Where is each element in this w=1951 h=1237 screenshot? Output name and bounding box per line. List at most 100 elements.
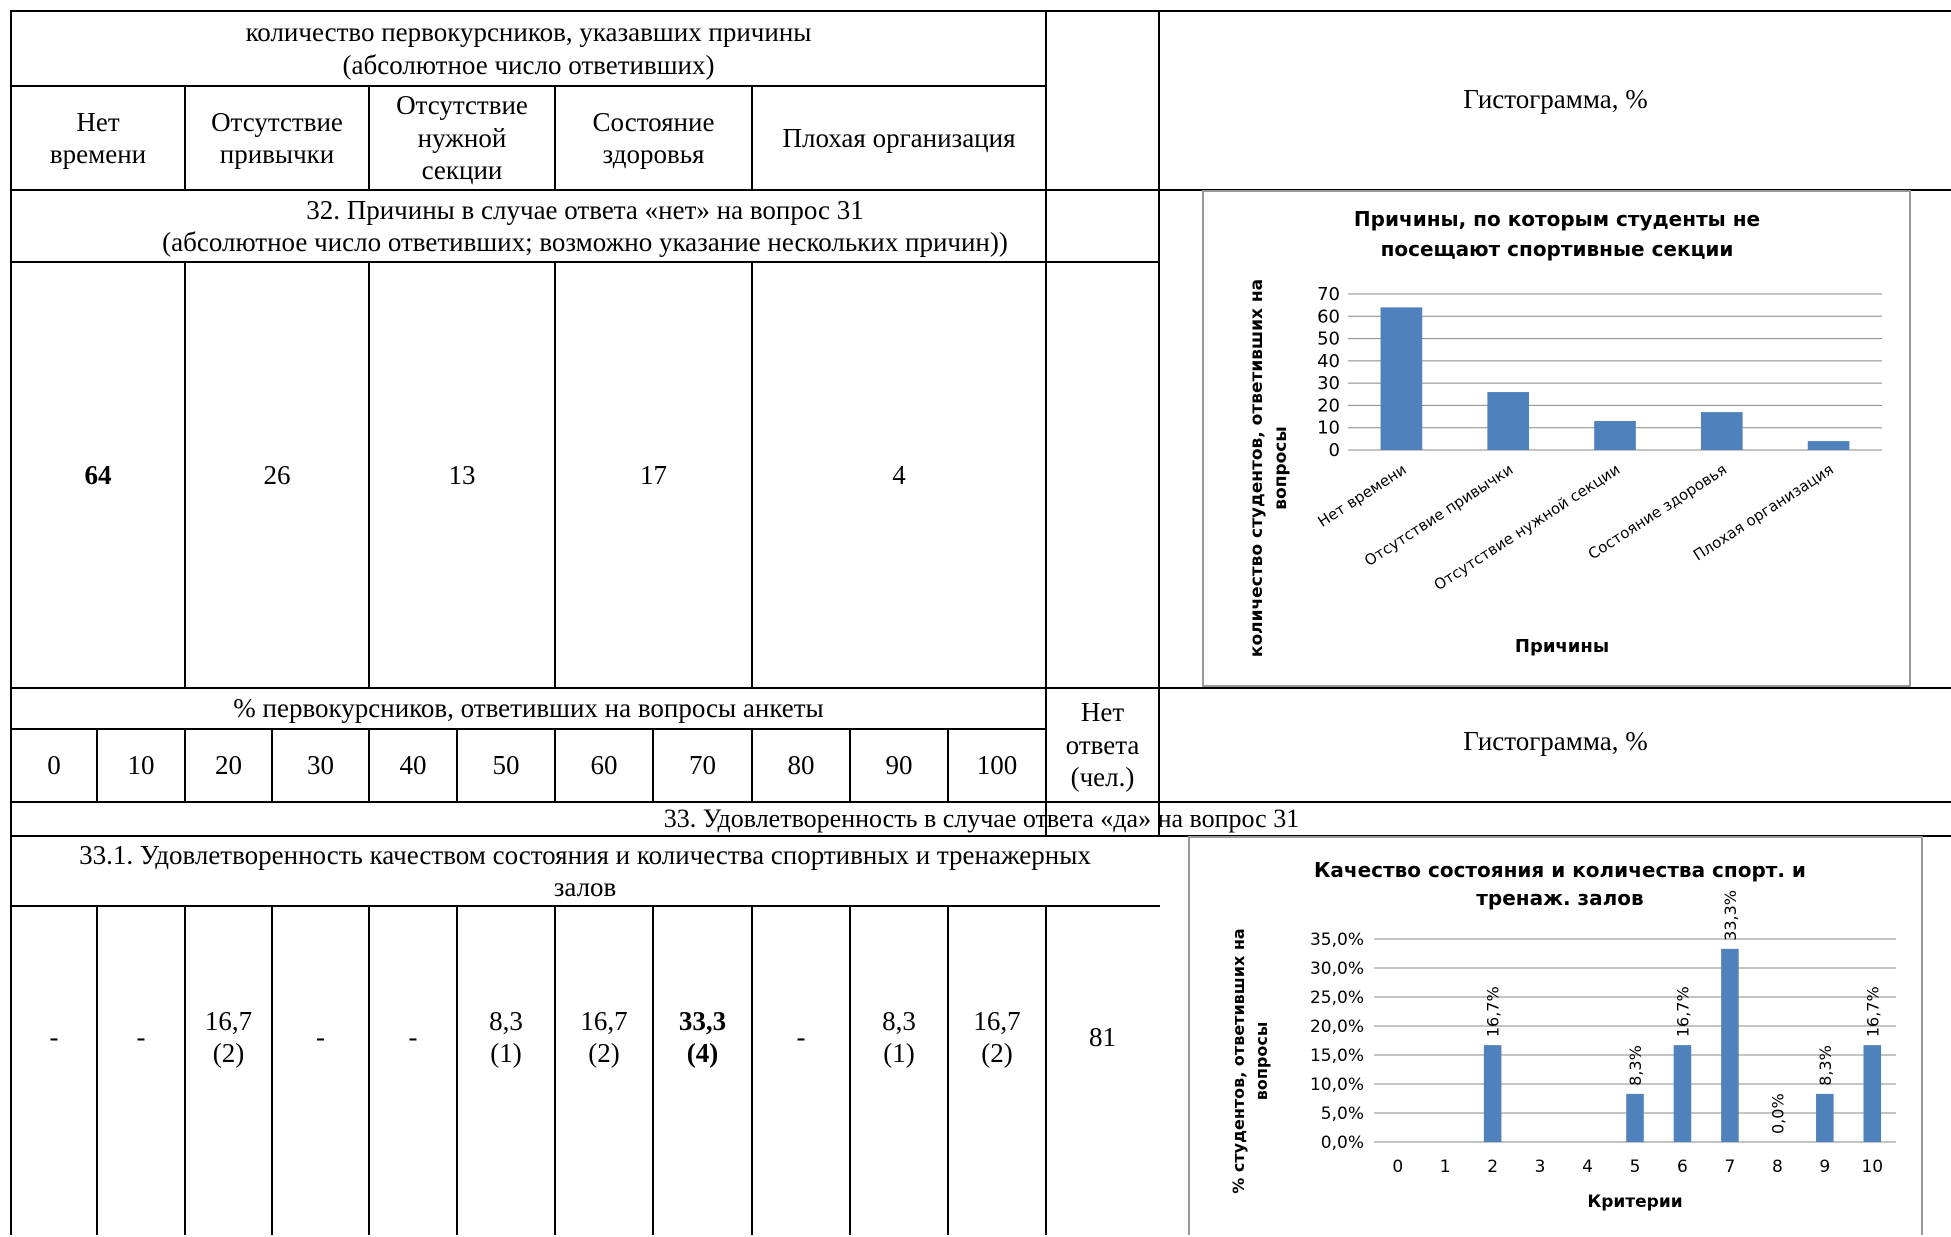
halls-quality-bar-chart: Качество состояния и количества спорт. и… <box>1188 836 1923 1235</box>
data-label: 8,3% <box>1626 1045 1645 1086</box>
q33-cell: 33,3 (4) <box>654 907 751 1237</box>
data-label: 33,3% <box>1721 890 1740 941</box>
q33-cell-value: - <box>408 1021 418 1052</box>
q33-cell: 8,3 (1) <box>851 907 947 1237</box>
q33-1-title: 33.1. Удовлетворенность качеством состоя… <box>12 837 1158 905</box>
grid-line <box>652 905 654 1235</box>
q33-cell: 16,7 (2) <box>949 907 1045 1237</box>
grid-line <box>10 801 1951 803</box>
scale-cell: 0 <box>47 750 61 781</box>
reasons-bar-chart: Причины, по которым студенты не посещают … <box>1202 190 1911 687</box>
chart-title: посещают спортивные секции <box>1381 237 1734 261</box>
q33-cell-value: 16,7 <box>580 1005 628 1036</box>
col-header-line: Нет <box>76 106 120 137</box>
q33-cell-value: 8,3 <box>489 1005 523 1036</box>
grid-line <box>456 905 458 1235</box>
x-tick-label: 10 <box>1861 1157 1883 1177</box>
q33-cell: - <box>273 907 368 1237</box>
x-tick-label: 3 <box>1535 1157 1546 1177</box>
grid-line <box>184 905 186 1235</box>
data-label: 16,7% <box>1863 986 1882 1037</box>
q33-cell-value: - <box>136 1021 146 1052</box>
q33-1-title-line2: залов <box>553 872 617 902</box>
bar <box>1816 1093 1834 1142</box>
q33-cell-count: (2) <box>981 1038 1013 1068</box>
grid-line <box>947 728 949 801</box>
grid-line <box>1045 905 1047 1235</box>
grid-line <box>10 835 1951 837</box>
y-axis-title: вопросы <box>1271 426 1291 509</box>
grid-line <box>368 85 370 189</box>
q33-cell: - <box>370 907 456 1237</box>
x-tick-label: 6 <box>1677 1157 1688 1177</box>
y-tick-label: 20,0% <box>1310 1017 1364 1037</box>
data-label: 16,7% <box>1484 986 1503 1037</box>
x-tick-label: 1 <box>1440 1157 1451 1177</box>
q33-cell-value: 33,3 <box>678 1005 727 1036</box>
x-axis-title: Критерии <box>1587 1192 1682 1212</box>
x-tick-label: 2 <box>1487 1157 1498 1177</box>
chart-frame <box>1202 190 1911 687</box>
q33-cell-value: 16,7 <box>204 1005 253 1036</box>
x-tick-label: 0 <box>1392 1157 1403 1177</box>
q33-cell: - <box>753 907 849 1237</box>
q33-cell-count: (1) <box>883 1038 915 1068</box>
col-header-line: нужной <box>417 122 507 153</box>
data-label: 8,3% <box>1816 1045 1835 1086</box>
y-axis-title: % студентов, ответивших на <box>1229 928 1248 1193</box>
grid-line <box>271 905 273 1235</box>
y-tick-label: 20 <box>1317 395 1340 416</box>
scale-cell: 20 <box>215 750 242 781</box>
bar <box>1626 1093 1644 1142</box>
data-label: 16,7% <box>1673 986 1692 1037</box>
grid-line <box>10 10 12 1235</box>
q32-title-line1: 32. Причины в случае ответа «нет» на воп… <box>306 194 864 225</box>
col-header-no-section: Отсутствие нужной секции <box>370 87 554 189</box>
histogram-label-1: Гистограмма, % <box>1463 84 1648 115</box>
scale-cell: 10 <box>127 750 155 781</box>
y-tick-label: 50 <box>1317 329 1340 350</box>
y-tick-label: 30,0% <box>1310 959 1364 979</box>
y-tick-label: 70 <box>1317 284 1340 305</box>
q33-cell-count: (2) <box>588 1038 620 1068</box>
grid-line <box>751 261 753 687</box>
scale-cell: 70 <box>689 750 716 781</box>
q32-title: 32. Причины в случае ответа «нет» на воп… <box>12 191 1158 261</box>
bar <box>1721 948 1739 1142</box>
grid-line <box>10 687 1951 689</box>
col-header-bad-organization: Плохая организация <box>753 87 1045 189</box>
grid-line <box>947 905 949 1235</box>
grid-line <box>96 728 98 801</box>
col-header-line: времени <box>49 139 147 169</box>
y-tick-label: 10,0% <box>1310 1075 1364 1095</box>
grid-line <box>368 261 370 687</box>
q33-cell-value: - <box>49 1021 59 1052</box>
y-tick-label: 60 <box>1317 306 1340 327</box>
q33-cell-value: 16,7 <box>973 1005 1021 1036</box>
col-header-line: Отсутствие <box>211 106 343 137</box>
y-tick-label: 25,0% <box>1310 988 1364 1008</box>
q33-cell-value: 8,3 <box>882 1005 916 1036</box>
no-answer-header-line: (чел.) <box>1070 762 1135 793</box>
x-tick-label: 9 <box>1819 1157 1830 1177</box>
x-tick-label: 4 <box>1582 1157 1593 1177</box>
y-tick-label: 40 <box>1317 351 1340 372</box>
y-axis-title: вопросы <box>1252 1022 1271 1101</box>
y-tick-label: 0 <box>1329 440 1340 461</box>
grid-line <box>652 728 654 801</box>
x-tick-label: 5 <box>1630 1157 1641 1177</box>
reasons-header-line1: количество первокурсников, указавших при… <box>245 17 812 48</box>
col-header-line: Состояние <box>592 106 715 137</box>
grid-line <box>271 728 273 801</box>
grid-line <box>456 728 458 801</box>
grid-line <box>1045 687 1047 835</box>
grid-line <box>554 261 556 687</box>
y-tick-label: 10 <box>1317 418 1340 439</box>
grid-line <box>10 10 1951 12</box>
chart-frame <box>1188 836 1923 1235</box>
bar <box>1594 421 1636 450</box>
q33-cell-value: - <box>316 1021 325 1052</box>
y-tick-label: 15,0% <box>1310 1046 1364 1066</box>
grid-line <box>1045 10 1047 687</box>
y-tick-label: 5,0% <box>1321 1104 1364 1124</box>
